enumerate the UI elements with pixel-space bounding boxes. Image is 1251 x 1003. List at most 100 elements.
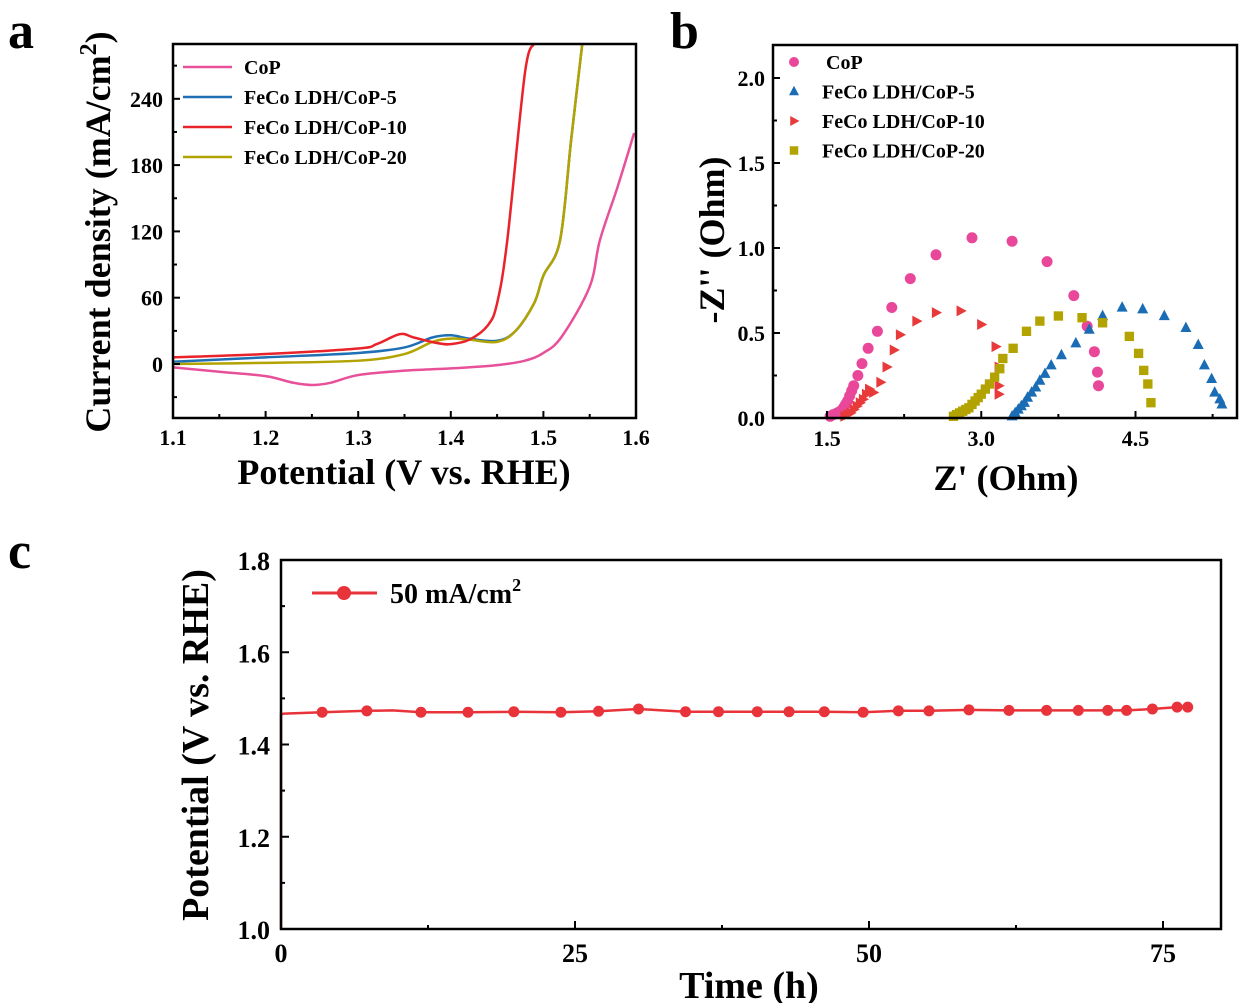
series-line-cop xyxy=(173,132,636,387)
x-tick-label-c: 25 xyxy=(562,939,588,968)
data-point xyxy=(593,705,605,717)
panel-a-lsv-chart: 1.1 1.2 1.3 1.4 1.5 1.6 0 60 120 180 240 CoP FeCo L… xyxy=(76,31,650,492)
legend-b-marker xyxy=(789,146,799,155)
panel-letter-b: b xyxy=(670,3,699,60)
y-tick-label-b: 0.5 xyxy=(738,321,766,346)
data-point xyxy=(1091,366,1103,378)
y-tick-label-c: 1.2 xyxy=(238,824,271,853)
y-tick-label-a: 120 xyxy=(130,219,163,244)
data-point xyxy=(1053,311,1064,321)
data-point xyxy=(1198,358,1210,370)
data-point xyxy=(895,329,907,341)
series-points-feco-ldh-cop-5 xyxy=(1006,301,1228,421)
data-point xyxy=(858,393,870,405)
data-point xyxy=(994,380,1005,392)
data-point xyxy=(989,372,1000,382)
legend-b-marker xyxy=(790,116,800,126)
data-point xyxy=(1041,704,1053,716)
data-point xyxy=(892,705,904,717)
y-tick-label-c: 1.0 xyxy=(238,916,271,945)
x-tick-label-c: 75 xyxy=(1150,939,1176,968)
axis-ticks-b: 1.5 3.0 4.5 0.0 0.5 1.0 1.5 2.0 xyxy=(738,66,1214,451)
data-point xyxy=(994,388,1005,400)
legend-b-label: FeCo LDH/CoP-20 xyxy=(822,141,985,163)
legend-b: CoP FeCo LDH/CoP-5 FeCo LDH/CoP-10 FeCo LDH… xyxy=(789,52,985,163)
series-points-feco-ldh-cop-10 xyxy=(840,305,1005,422)
data-point xyxy=(869,387,880,398)
axis-ticks-a: 1.1 1.2 1.3 1.4 1.5 1.6 0 60 120 180 240 xyxy=(130,64,650,450)
data-point xyxy=(1072,704,1084,716)
data-point xyxy=(1077,313,1087,323)
y-tick-label-a: 240 xyxy=(130,87,163,112)
legend-a-label: FeCo LDH/CoP-20 xyxy=(244,147,407,169)
data-point xyxy=(856,358,868,370)
data-point xyxy=(1139,365,1149,376)
x-tick-label-b: 3.0 xyxy=(968,426,996,451)
data-point xyxy=(1206,372,1218,384)
plot-frame-c xyxy=(279,558,1223,931)
x-axis-title-a: Potential (V vs. RHE) xyxy=(237,452,570,492)
y-axis-title-a: Current density (mA/cm2) xyxy=(76,31,118,432)
data-point xyxy=(976,389,986,399)
y-tick-label-c: 1.6 xyxy=(238,639,271,668)
legend-a-label: FeCo LDH/CoP-5 xyxy=(244,87,397,109)
data-point xyxy=(361,705,373,717)
data-point xyxy=(1182,701,1194,713)
y-tick-label-c: 1.8 xyxy=(238,547,271,576)
x-tick-label-a: 1.2 xyxy=(252,425,280,450)
legend-c-label-sup: 2 xyxy=(512,575,521,595)
legend-c: 50 mA/cm2 xyxy=(312,575,521,610)
data-point xyxy=(1102,704,1114,716)
data-point xyxy=(984,379,995,389)
data-point xyxy=(904,273,916,285)
data-point xyxy=(1006,235,1018,247)
data-point xyxy=(1124,331,1135,342)
data-point xyxy=(871,325,883,337)
legend-a: CoP FeCo LDH/CoP-5 FeCo LDH/CoP-10 FeCo LDH… xyxy=(183,57,407,169)
data-point xyxy=(889,344,900,356)
data-point xyxy=(1055,348,1067,360)
y-tick-label-c: 1.4 xyxy=(238,732,271,761)
data-point xyxy=(415,706,427,718)
series-line-feco-ldh-cop-10 xyxy=(173,44,536,359)
data-point xyxy=(1008,343,1018,353)
x-tick-label-a: 1.4 xyxy=(437,425,465,450)
series-line-50-ma-cm2 xyxy=(279,705,1188,929)
x-tick-label-b: 1.5 xyxy=(813,426,841,451)
data-point xyxy=(1035,316,1045,326)
data-point xyxy=(1021,326,1032,336)
data-point xyxy=(1133,348,1144,359)
y-axis-title-a-sup: 2 xyxy=(76,43,102,55)
data-point xyxy=(1097,309,1109,321)
series-group-a xyxy=(173,44,636,387)
data-point xyxy=(818,706,830,718)
y-tick-label-a: 0 xyxy=(152,352,163,377)
data-point xyxy=(998,353,1008,364)
x-tick-label-c: 0 xyxy=(275,939,288,968)
data-point xyxy=(882,361,893,373)
data-point xyxy=(852,370,864,381)
y-axis-title-a-main: Current density (mA/cm xyxy=(78,55,118,432)
data-point xyxy=(1146,398,1156,408)
data-point xyxy=(1171,701,1183,713)
y-tick-label-a: 180 xyxy=(130,153,163,178)
data-point xyxy=(1192,338,1204,350)
legend-b-marker xyxy=(789,85,799,96)
data-point xyxy=(316,706,328,718)
data-point xyxy=(1158,309,1170,321)
x-tick-label-a: 1.1 xyxy=(159,425,187,450)
data-point xyxy=(1209,386,1221,397)
data-point xyxy=(930,249,942,261)
data-point xyxy=(1121,704,1133,716)
legend-a-label: FeCo LDH/CoP-10 xyxy=(244,117,407,139)
data-point xyxy=(1041,256,1053,268)
plot-area-b xyxy=(824,232,1228,422)
x-tick-label-c: 50 xyxy=(856,939,882,968)
data-point xyxy=(783,706,795,718)
legend-b-label: CoP xyxy=(826,52,863,74)
data-point xyxy=(462,706,474,718)
x-tick-label-a: 1.3 xyxy=(344,425,372,450)
data-point xyxy=(508,706,520,718)
data-point xyxy=(956,305,967,317)
